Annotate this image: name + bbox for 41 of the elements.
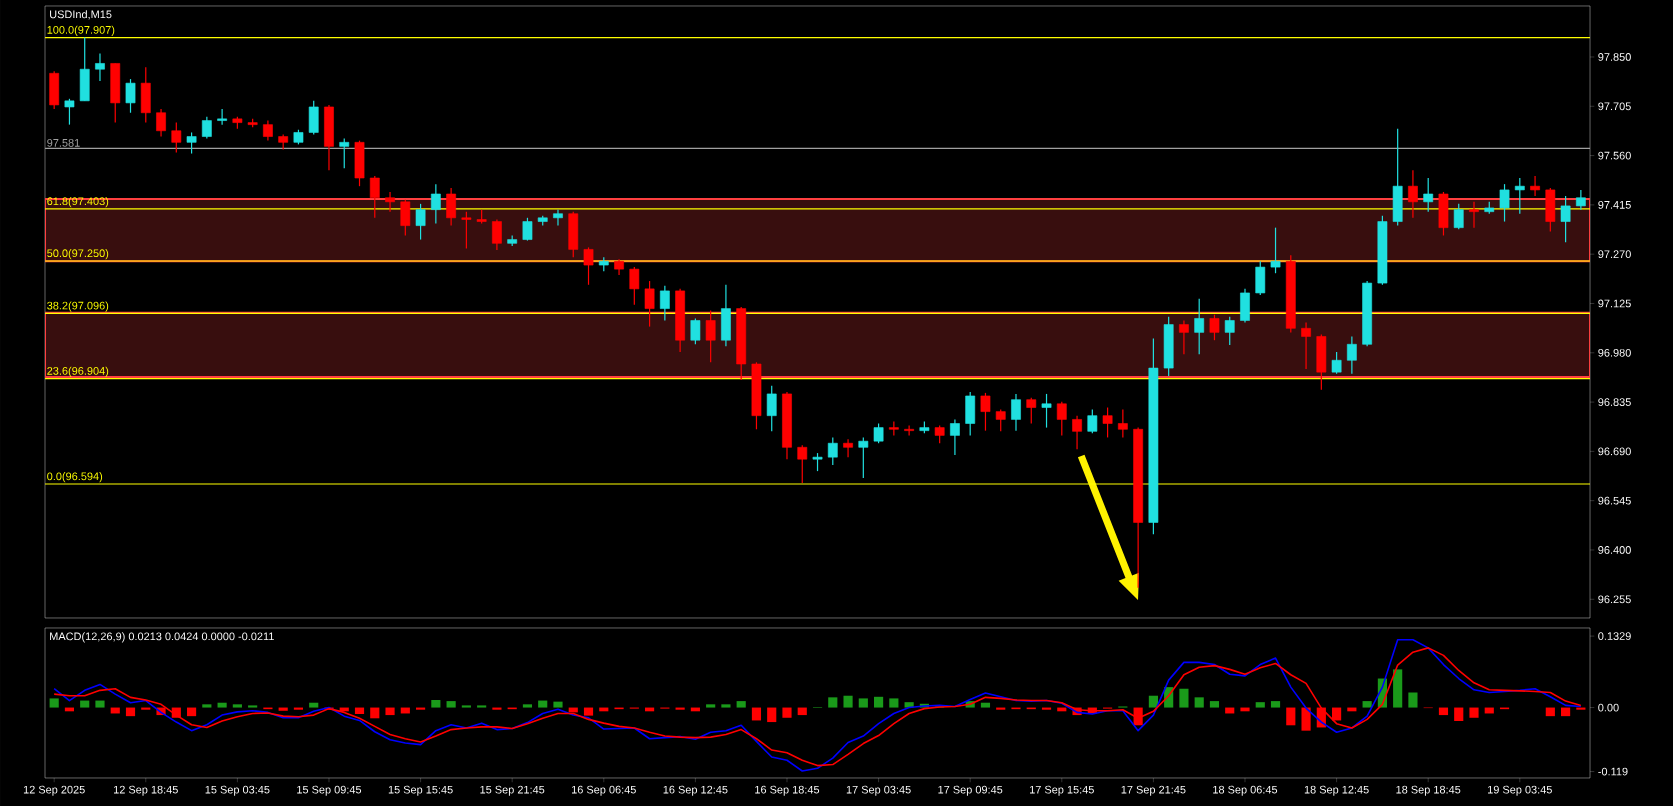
x-tick-label: 19 Sep 03:45: [1488, 785, 1552, 796]
y-tick-label: 97.850: [1598, 53, 1631, 61]
y-tick-label: 97.415: [1598, 201, 1631, 209]
y-tick-label: 96.835: [1598, 398, 1631, 406]
x-tick-label: 16 Sep 06:45: [572, 785, 636, 796]
x-tick-label: 18 Sep 06:45: [1213, 785, 1278, 796]
x-tick-label: 12 Sep 2025: [23, 785, 85, 796]
y-tick-label: 97.270: [1598, 250, 1631, 259]
ref-line-label: 61.8(97.403): [47, 197, 109, 208]
x-tick-label: 17 Sep 21:45: [1121, 785, 1186, 796]
ref-line-label: 23.6(96.904): [47, 366, 109, 377]
ref-line-label: 50.0(97.250): [47, 249, 109, 260]
y-tick-label: 96.690: [1598, 447, 1631, 456]
x-tick-label: 17 Sep 09:45: [938, 785, 1003, 796]
y-tick-label: 97.125: [1598, 299, 1631, 308]
y-tick-label: 0.1329: [1598, 632, 1631, 640]
y-tick-label: 0.00: [1598, 703, 1619, 712]
x-tick-label: 15 Sep 15:45: [388, 785, 453, 796]
ref-line-label: 100.0(97.907): [47, 25, 115, 36]
x-tick-label: 16 Sep 12:45: [663, 785, 728, 796]
x-tick-label: 15 Sep 09:45: [297, 785, 362, 796]
chart-title: MACD(12,26,9) 0.0213 0.0424 0.0000 -0.0211: [50, 632, 274, 643]
x-tick-label: 18 Sep 12:45: [1304, 785, 1369, 796]
ref-line-label: 97.581: [47, 138, 80, 147]
x-tick-label: 15 Sep 03:45: [205, 785, 270, 796]
y-tick-label: 96.255: [1598, 595, 1631, 604]
y-tick-label: 96.400: [1598, 546, 1631, 554]
x-tick-label: 18 Sep 18:45: [1396, 785, 1461, 796]
y-tick-label: 97.560: [1598, 151, 1631, 160]
x-tick-label: 17 Sep 15:45: [1030, 785, 1094, 796]
y-tick-label: 97.705: [1598, 102, 1631, 111]
y-tick-label: -0.119: [1598, 767, 1628, 776]
x-tick-label: 16 Sep 18:45: [755, 785, 820, 796]
y-tick-label: 96.545: [1598, 496, 1631, 505]
x-tick-label: 17 Sep 03:45: [846, 785, 911, 796]
y-tick-label: 96.980: [1598, 348, 1631, 357]
x-tick-label: 15 Sep 21:45: [480, 785, 545, 796]
ref-line-label: 38.2(97.096): [47, 301, 109, 312]
ref-line-label: 0.0(96.594): [47, 472, 103, 483]
chart-title: USDInd,M15: [50, 10, 112, 20]
x-tick-label: 12 Sep 18:45: [114, 785, 178, 796]
